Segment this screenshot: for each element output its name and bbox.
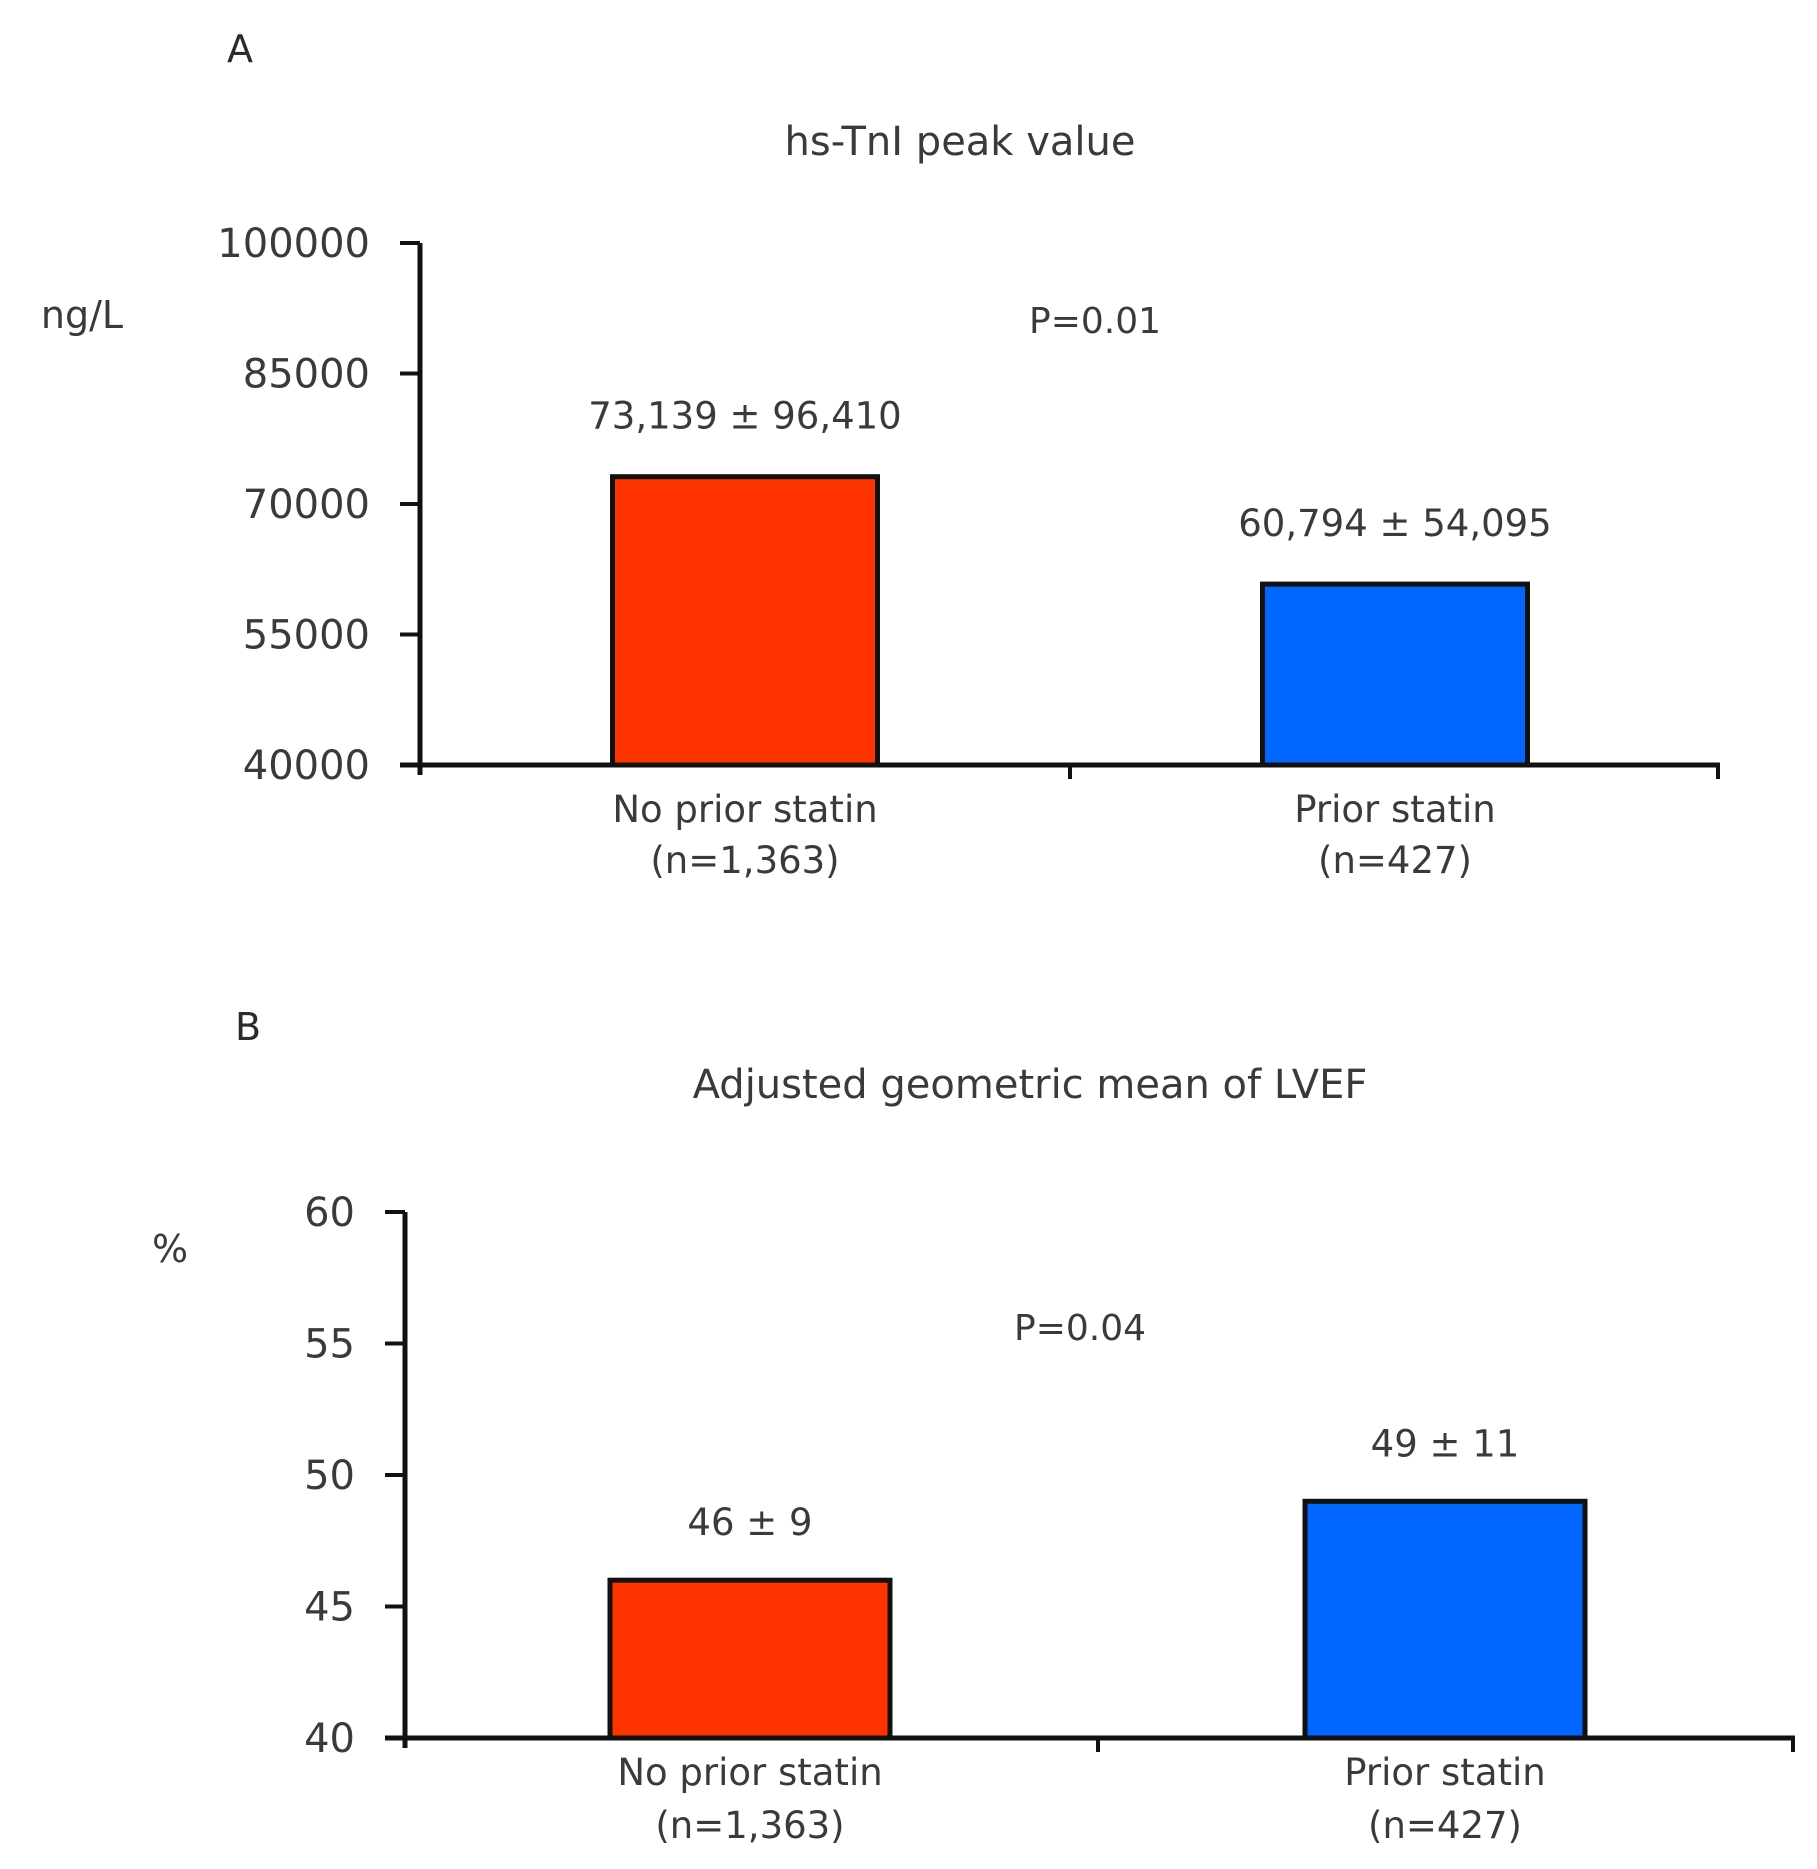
panel-b-y-tick-label-4: 60	[304, 1190, 355, 1236]
panel-a-y-tick-label-3: 85000	[243, 352, 370, 398]
panel-a-y-tick-label-4: 100000	[217, 221, 370, 267]
panel-b-bar-2	[1302, 1498, 1588, 1741]
panel-b-y-tick-label-1: 45	[304, 1585, 355, 1631]
panel-b-y-axis-unit: %	[152, 1227, 188, 1271]
panel-a-category-label-1: No prior statin	[612, 788, 877, 831]
panel-b-category-count-2: (n=427)	[1368, 1804, 1522, 1847]
panel-b-category-label-1: No prior statin	[617, 1751, 882, 1794]
panel-a-y-axis-unit: ng/L	[41, 293, 123, 337]
panel-b-y-tick-label-3: 55	[304, 1322, 355, 1368]
panel-a-bar-2	[1260, 581, 1530, 768]
panel-a-category-count-1: (n=1,363)	[650, 839, 839, 882]
panel-a-category-count-2: (n=427)	[1318, 839, 1472, 882]
panel-a-letter: A	[227, 27, 253, 71]
panel-b-letter: B	[235, 1005, 261, 1049]
panel-a-y-tick-label-1: 55000	[243, 613, 370, 659]
panel-a-data-label-1: 73,139 ± 96,410	[588, 395, 901, 438]
panel-b-chart-title: Adjusted geometric mean of LVEF	[693, 1062, 1368, 1108]
panel-a-data-label-2: 60,794 ± 54,095	[1238, 502, 1551, 545]
panel-b-y-tick-label-0: 40	[304, 1716, 355, 1762]
panel-b-category-label-2: Prior statin	[1344, 1751, 1545, 1794]
panel-b-p-value-annotation: P=0.04	[1014, 1308, 1146, 1349]
panel-b-data-label-1: 46 ± 9	[687, 1501, 812, 1544]
panel-a-p-value-annotation: P=0.01	[1029, 301, 1161, 342]
panel-b-data-label-2: 49 ± 11	[1371, 1422, 1520, 1465]
panel-a-y-tick-label-0: 40000	[243, 743, 370, 789]
panel-b-y-tick-label-2: 50	[304, 1453, 355, 1499]
panel-a-category-label-2: Prior statin	[1294, 788, 1495, 831]
panel-a-y-tick-label-2: 70000	[243, 482, 370, 528]
panel-b-category-count-1: (n=1,363)	[655, 1804, 844, 1847]
panel-b-bar-1	[607, 1577, 893, 1741]
panel-a-bar-1	[610, 474, 880, 768]
panel-a-chart-title: hs-TnI peak value	[785, 119, 1136, 165]
